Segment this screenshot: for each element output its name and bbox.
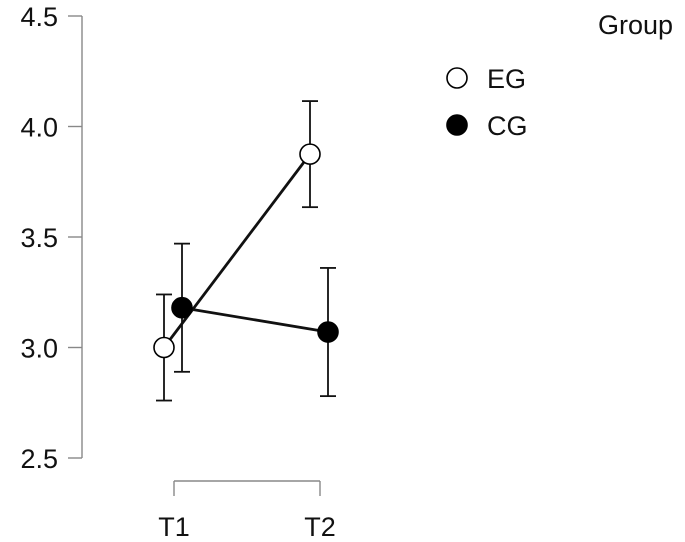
y-tick-label: 2.5 xyxy=(20,444,58,474)
series-lines xyxy=(162,153,329,349)
legend: Group EG CG xyxy=(446,10,673,141)
data-point-cg xyxy=(171,296,193,319)
x-tick-label: T1 xyxy=(158,512,190,542)
legend-label-eg: EG xyxy=(487,64,526,94)
axes xyxy=(81,16,321,496)
points xyxy=(153,143,339,359)
y-tick-label: 4.0 xyxy=(20,113,58,143)
series-line-cg xyxy=(181,306,329,334)
legend-marker-cg xyxy=(446,114,468,136)
data-point-eg xyxy=(153,336,175,359)
legend-label-cg: CG xyxy=(487,111,528,141)
data-point-cg xyxy=(317,321,339,343)
y-tick-label: 4.5 xyxy=(20,2,58,32)
legend-title: Group xyxy=(598,10,673,40)
y-ticks: 2.5 3.0 3.5 4.0 4.5 xyxy=(20,2,82,474)
y-tick-label: 3.5 xyxy=(20,223,58,253)
x-tick-label: T2 xyxy=(304,512,336,542)
data-point-eg xyxy=(299,143,321,165)
y-tick-label: 3.0 xyxy=(20,334,58,364)
series-line-eg xyxy=(162,153,312,349)
x-ticks: T1 T2 xyxy=(158,512,336,542)
legend-marker-eg xyxy=(446,67,468,89)
